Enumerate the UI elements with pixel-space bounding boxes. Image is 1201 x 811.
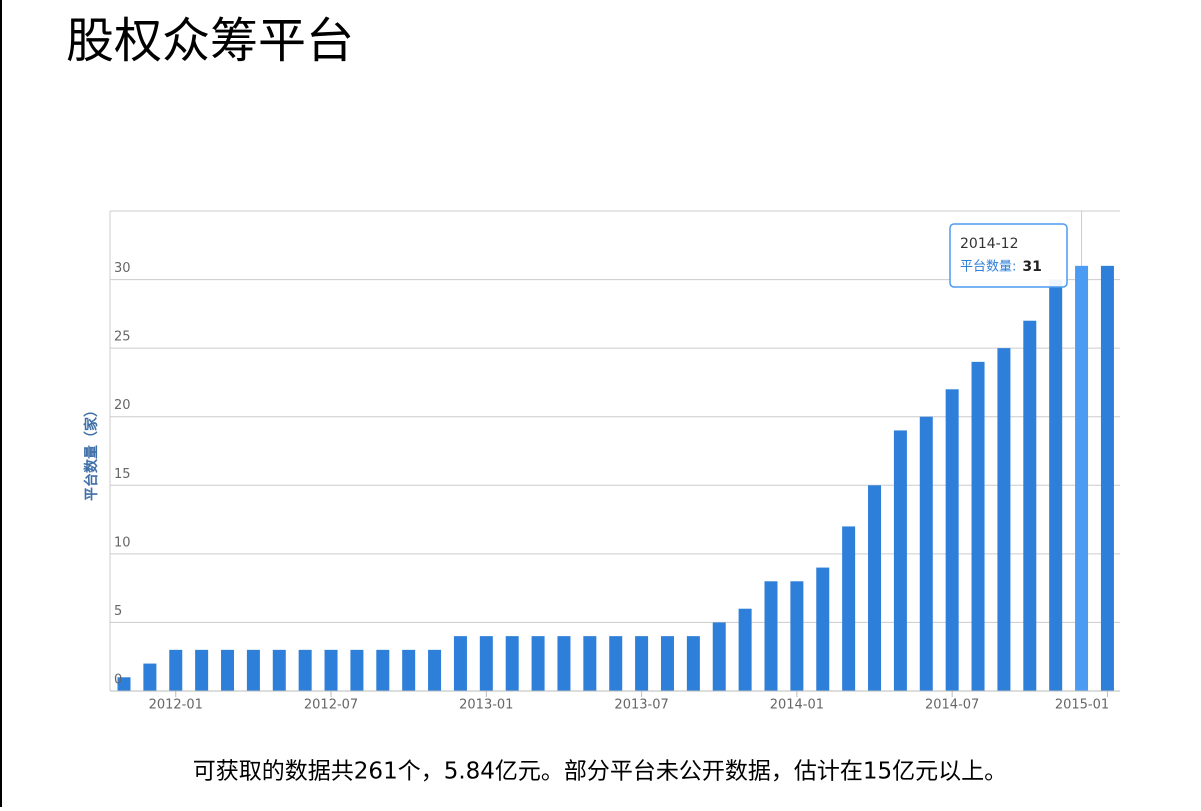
y-tick-label: 0 <box>114 673 122 688</box>
bar <box>324 649 338 691</box>
y-axis-label: 平台数量（家） <box>83 403 100 501</box>
bar <box>790 581 804 691</box>
bar <box>660 636 674 691</box>
tooltip-category: 2014-12 <box>960 236 1019 252</box>
tooltip-value: 31 <box>1022 259 1041 275</box>
bar <box>402 649 416 691</box>
tooltip-box <box>949 223 1068 288</box>
bar <box>945 389 959 691</box>
bar <box>376 649 390 691</box>
y-tick-label: 20 <box>114 398 131 413</box>
bar <box>117 677 131 691</box>
bar <box>868 485 882 691</box>
bar <box>169 649 183 691</box>
bar <box>842 526 856 691</box>
bar <box>764 581 778 691</box>
bar <box>505 636 519 691</box>
bar <box>272 649 286 691</box>
bar <box>531 636 545 691</box>
bar <box>428 649 442 691</box>
x-tick-label: 2014-01 <box>770 698 824 713</box>
bar <box>686 636 700 691</box>
bar <box>246 649 260 691</box>
bar <box>816 567 830 691</box>
bar <box>195 649 209 691</box>
bar <box>350 649 364 691</box>
bar <box>583 636 597 691</box>
bar <box>738 608 752 691</box>
x-tick-label: 2014-07 <box>925 698 979 713</box>
bar <box>609 636 623 691</box>
bar <box>221 649 235 691</box>
x-tick-label: 2015-01 <box>1055 698 1109 713</box>
x-tick-label: 2012-07 <box>304 698 358 713</box>
bar <box>1023 320 1037 691</box>
y-tick-label: 15 <box>114 467 131 482</box>
y-tick-label: 30 <box>114 261 131 276</box>
x-tick-label: 2013-07 <box>614 698 668 713</box>
bar <box>1100 265 1114 691</box>
x-tick-label: 2012-01 <box>149 698 203 713</box>
bar <box>1075 265 1089 691</box>
tooltip-series: 平台数量: <box>960 260 1016 275</box>
bar <box>635 636 649 691</box>
bar <box>997 348 1011 691</box>
y-tick-label: 10 <box>114 535 131 550</box>
bar <box>712 622 726 691</box>
bar <box>919 416 933 691</box>
caption: 可获取的数据共261个，5.84亿元。部分平台未公开数据，估计在15亿元以上。 <box>193 759 1007 785</box>
bar <box>971 361 985 691</box>
bar <box>143 663 157 691</box>
y-tick-label: 5 <box>114 604 122 619</box>
bar <box>298 649 312 691</box>
bar <box>453 636 467 691</box>
x-tick-label: 2013-01 <box>459 698 513 713</box>
y-tick-label: 25 <box>114 330 131 345</box>
bar <box>1049 279 1063 691</box>
bar <box>557 636 571 691</box>
bar <box>479 636 493 691</box>
slide-title: 股权众筹平台 <box>66 13 354 69</box>
bar <box>893 430 907 691</box>
